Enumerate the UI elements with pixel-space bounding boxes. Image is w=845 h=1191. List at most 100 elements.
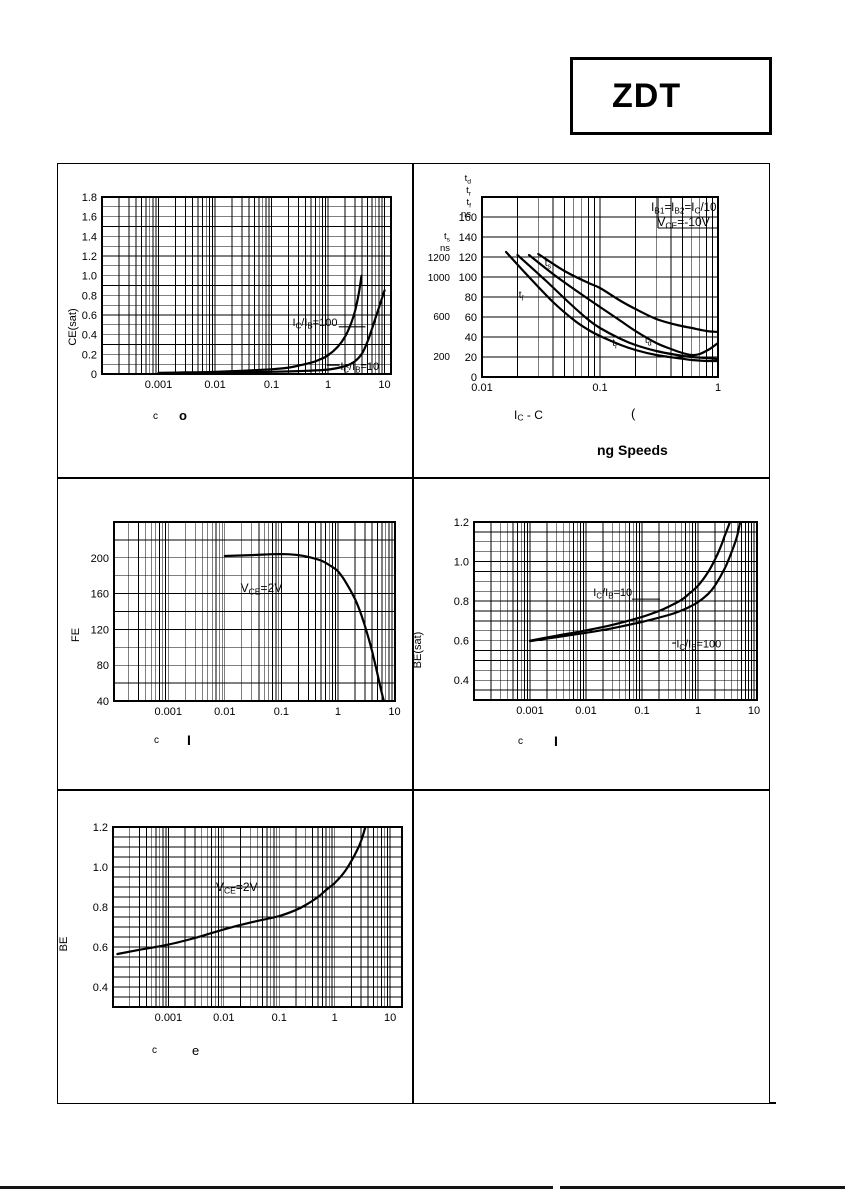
svg-text:0.001: 0.001: [154, 706, 182, 718]
hfe-vs-collector-current-chart: 0.001 0.01 0.1 1 10 40 80 120 160 200 FE VCE=2V: [70, 521, 401, 718]
svg-text:200: 200: [91, 553, 109, 565]
axis-labels: 0.001 0.01 0.1 1 10 0.4 0.6 0.8 1.0 1.2 BE: [58, 822, 396, 1024]
caption-chart2-frag-a: IC - C: [514, 408, 543, 423]
part-number-text: ZDT: [612, 77, 682, 115]
axis-labels: 0.001 0.01 0.1 1 10 0 0.2 0.4 0.6 0.8 1.0 1.2 1.4 1.6…: [67, 192, 391, 391]
caption-chart1-frag-a: c: [153, 411, 158, 422]
svg-text:1200: 1200: [428, 253, 451, 264]
svg-text:IC/IB=100: IC/IB=100: [676, 639, 721, 653]
svg-text:0.1: 0.1: [592, 382, 607, 394]
caption-chart5-frag-b: e: [192, 1043, 200, 1058]
svg-text:20: 20: [465, 352, 477, 364]
svg-text:1: 1: [325, 379, 331, 391]
svg-text:VCE=2V: VCE=2V: [216, 880, 258, 896]
svg-text:0.1: 0.1: [272, 1012, 287, 1024]
curves: [157, 274, 386, 374]
plot-border: [473, 521, 758, 701]
svg-text:1.0: 1.0: [454, 557, 469, 569]
gridlines: [474, 522, 757, 700]
table-divider-row2: [58, 789, 769, 791]
svg-text:ts: ts: [444, 231, 451, 244]
svg-text:100: 100: [459, 272, 477, 284]
svg-text:0.1: 0.1: [264, 379, 279, 391]
svg-text:160: 160: [459, 212, 477, 224]
svg-text:IC/IB=10: IC/IB=10: [340, 361, 379, 375]
svg-text:0.6: 0.6: [82, 310, 97, 322]
svg-text:0.001: 0.001: [145, 379, 173, 391]
annotations: VCE=2V: [241, 581, 283, 597]
caption-chart3-frag-a: c: [154, 735, 159, 746]
annotations: VCE=2V: [216, 880, 258, 896]
svg-text:1.0: 1.0: [82, 271, 97, 283]
svg-text:IC/IB=100: IC/IB=100: [293, 317, 338, 331]
caption-chart2-frag-c: ng Speeds: [597, 442, 668, 458]
svg-text:1.2: 1.2: [454, 517, 469, 529]
axis-labels: 0.001 0.01 0.1 1 10 0.4 0.6 0.8 1.0 1.2 BE(sat): [412, 517, 760, 717]
svg-text:ns: ns: [461, 209, 471, 220]
curve-ic-ib-100: [157, 274, 363, 374]
part-number-box: ZDT: [570, 57, 772, 135]
svg-text:0.01: 0.01: [575, 705, 596, 717]
svg-text:140: 140: [459, 232, 477, 244]
svg-text:1: 1: [332, 1012, 338, 1024]
svg-text:0: 0: [91, 369, 97, 381]
svg-text:1: 1: [695, 705, 701, 717]
svg-text:0: 0: [471, 372, 477, 384]
svg-text:10: 10: [384, 1012, 396, 1024]
svg-text:40: 40: [97, 696, 109, 708]
plot-border: [112, 826, 403, 1008]
svg-text:ns: ns: [440, 243, 450, 254]
svg-text:0.8: 0.8: [454, 596, 469, 608]
svg-text:1: 1: [715, 382, 721, 394]
caption-chart5-frag-a: c: [152, 1045, 157, 1056]
svg-text:600: 600: [433, 312, 450, 323]
svg-text:tf: tf: [466, 197, 471, 210]
plot-border: [481, 196, 719, 378]
svg-text:0.4: 0.4: [93, 982, 108, 994]
vbe-vs-collector-current-chart: 0.001 0.01 0.1 1 10 0.4 0.6 0.8 1.0 1.2 BE VCE=2V: [58, 822, 403, 1024]
svg-text:tf: tf: [519, 290, 524, 303]
svg-text:0.01: 0.01: [471, 382, 492, 394]
vce-sat-vs-collector-current-chart: 0.001 0.01 0.1 1 10 0 0.2 0.4 0.6 0.8 1.0 1.2 1.4 1.6…: [67, 192, 392, 391]
svg-text:td: td: [465, 173, 472, 186]
svg-text:VCE=-10V: VCE=-10V: [657, 215, 709, 231]
svg-text:tr: tr: [466, 185, 472, 198]
curves: [116, 827, 367, 956]
svg-text:BE(sat): BE(sat): [412, 632, 424, 669]
curve-td: [527, 253, 718, 357]
svg-text:BE: BE: [58, 937, 70, 952]
table-divider-row1: [58, 477, 769, 479]
curve-ic-ib-10: [528, 522, 732, 642]
gridlines: [102, 197, 391, 374]
svg-text:1000: 1000: [428, 273, 451, 284]
svg-text:0.2: 0.2: [82, 349, 97, 361]
switching-speeds-vs-collector-current-chart: 0.01 0.1 1020406080100120140160tdtrtfnstsn…: [428, 173, 721, 394]
svg-text:10: 10: [748, 705, 760, 717]
svg-text:0.01: 0.01: [214, 706, 235, 718]
svg-text:10: 10: [388, 706, 400, 718]
plot-border: [101, 196, 392, 375]
svg-text:80: 80: [465, 292, 477, 304]
svg-text:0.001: 0.001: [155, 1012, 183, 1024]
caption-chart1-frag-b: o: [179, 408, 187, 423]
footer-bar-gap: [553, 1185, 560, 1190]
graphs-table: [57, 163, 770, 1104]
svg-text:10: 10: [378, 379, 390, 391]
svg-text:IC/IB=10: IC/IB=10: [593, 587, 632, 601]
svg-text:0.6: 0.6: [454, 636, 469, 648]
svg-text:1: 1: [335, 706, 341, 718]
curves: [223, 553, 385, 701]
caption-chart4-frag-b: I: [554, 733, 558, 749]
svg-text:0.01: 0.01: [204, 379, 225, 391]
curve-ic-ib-100: [528, 522, 742, 643]
svg-text:1.8: 1.8: [82, 192, 97, 204]
svg-text:1.4: 1.4: [82, 231, 97, 243]
svg-text:tr: tr: [612, 338, 618, 351]
svg-text:120: 120: [91, 624, 109, 636]
svg-text:160: 160: [91, 589, 109, 601]
curve-vbe: [116, 827, 367, 956]
vbe-sat-vs-collector-current-chart: 0.001 0.01 0.1 1 10 0.4 0.6 0.8 1.0 1.2 BE(sat) IC/…: [412, 517, 760, 717]
